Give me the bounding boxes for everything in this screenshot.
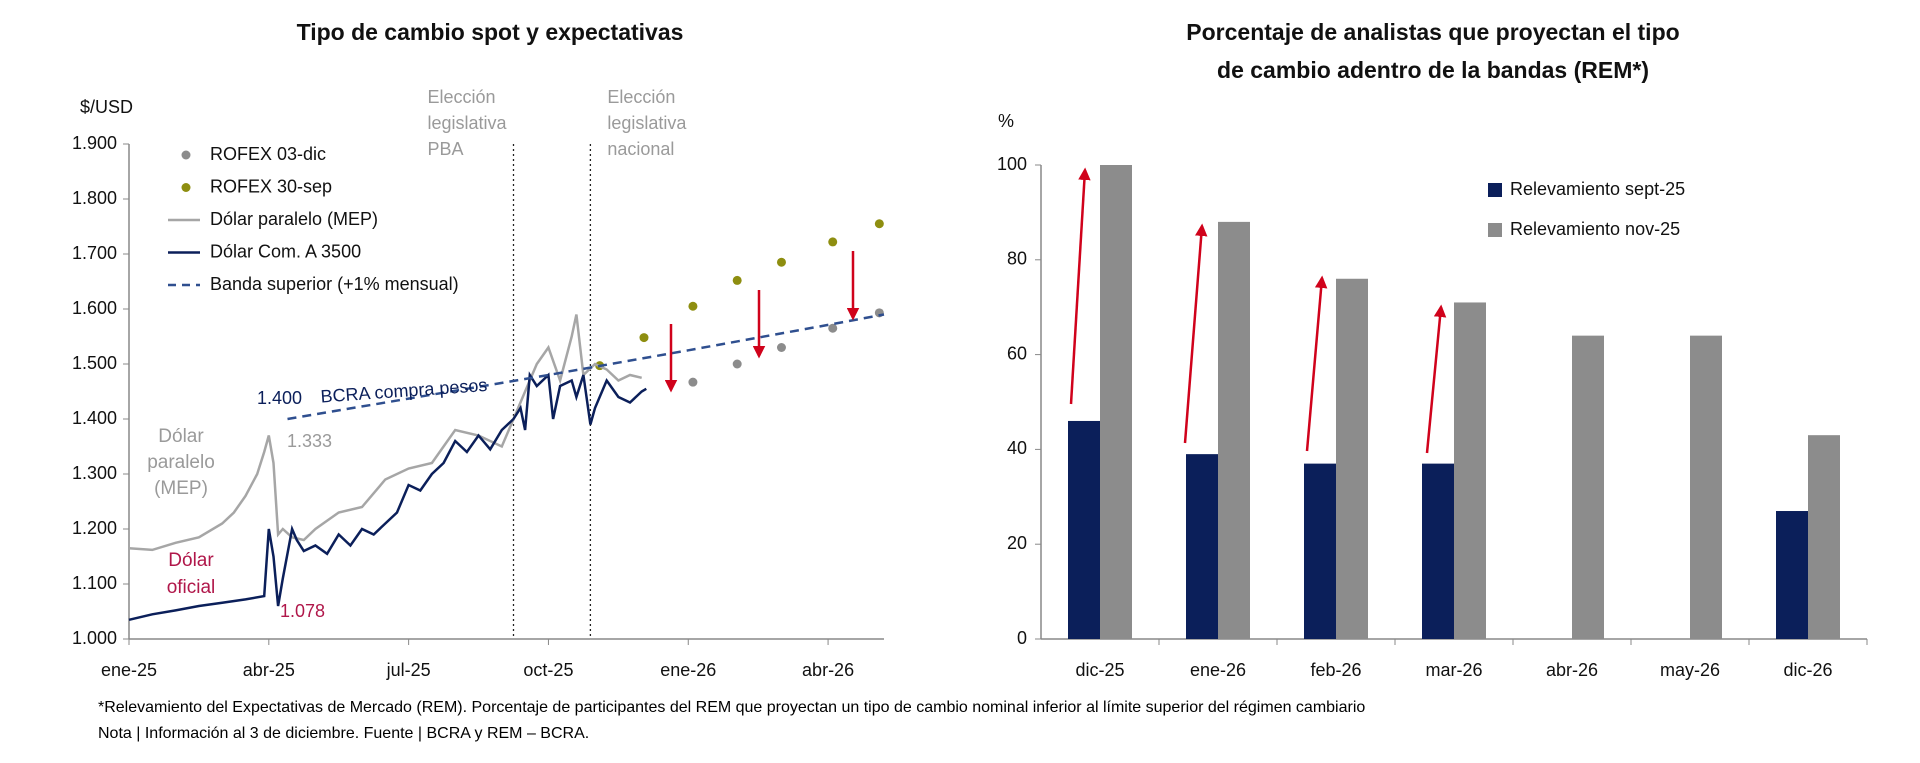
y-tick-label: 1.900 (72, 133, 117, 153)
bar (1422, 463, 1454, 639)
bar (1776, 511, 1808, 639)
legend-label: Banda superior (+1% mensual) (210, 274, 459, 294)
event-label: legislativa (607, 113, 687, 133)
event-label: PBA (427, 139, 463, 159)
event-label: Elección (607, 87, 675, 107)
bar (1808, 435, 1840, 639)
x-tick-label: feb-26 (1310, 660, 1361, 680)
event-label: Elección (427, 87, 495, 107)
y-tick-label: 60 (1007, 343, 1027, 363)
y-tick-label: 40 (1007, 438, 1027, 458)
legend-label: Relevamiento sept-25 (1510, 179, 1685, 199)
y-tick-label: 1.800 (72, 188, 117, 208)
x-tick-label: abr-25 (243, 660, 295, 680)
event-label: nacional (607, 139, 674, 159)
legend-marker (1488, 183, 1502, 197)
annotation: 1.078 (280, 601, 325, 621)
bar (1572, 335, 1604, 639)
legend-marker (181, 150, 191, 160)
y-tick-label: 1.700 (72, 243, 117, 263)
bar (1100, 165, 1132, 639)
point (732, 359, 742, 369)
chart-title: Tipo de cambio spot y expectativas (297, 19, 684, 45)
legend-label: Dólar Com. A 3500 (210, 241, 361, 261)
y-tick-label: 1.600 (72, 298, 117, 318)
footnote: *Relevamiento del Expectativas de Mercad… (98, 699, 1365, 716)
legend-marker (181, 183, 191, 192)
bar (1454, 302, 1486, 639)
annotation: 1.400 (257, 388, 302, 408)
point (732, 275, 742, 285)
bar (1186, 454, 1218, 639)
bar (1690, 335, 1722, 639)
legend-label: Relevamiento nov-25 (1510, 219, 1680, 239)
point (639, 333, 649, 343)
bar (1336, 278, 1368, 639)
y-tick-label: 80 (1007, 249, 1027, 269)
point (828, 323, 838, 333)
point (828, 237, 838, 247)
chart-title: Porcentaje de analistas que proyectan el… (1186, 19, 1679, 45)
y-tick-label: 1.000 (72, 628, 117, 648)
annotation: BCRA compra pesos (320, 375, 488, 407)
y-label: % (998, 111, 1014, 131)
y-tick-label: 1.500 (72, 353, 117, 373)
legend-label: Dólar paralelo (MEP) (210, 209, 378, 229)
x-tick-label: abr-26 (1546, 660, 1598, 680)
footnote: Nota | Información al 3 de diciembre. Fu… (98, 725, 589, 742)
annotation: oficial (167, 577, 216, 598)
y-label: $/USD (80, 97, 133, 117)
y-tick-label: 20 (1007, 533, 1027, 553)
annotation: Dólar (168, 550, 214, 571)
series-line (128, 371, 647, 622)
chart-title: de cambio adentro de la bandas (REM*) (1217, 57, 1649, 83)
annotation: paralelo (147, 452, 215, 473)
x-tick-label: mar-26 (1425, 660, 1482, 680)
y-tick-label: 1.400 (72, 408, 117, 428)
point (776, 257, 786, 267)
bar (1304, 463, 1336, 639)
point (874, 219, 884, 229)
x-tick-label: dic-25 (1075, 660, 1124, 680)
y-tick-label: 1.200 (72, 518, 117, 538)
annotation: (MEP) (154, 478, 208, 499)
legend-marker (1488, 223, 1502, 237)
x-tick-label: jul-25 (386, 660, 431, 680)
y-tick-label: 1.300 (72, 463, 117, 483)
x-tick-label: may-26 (1660, 660, 1720, 680)
point (688, 377, 698, 387)
x-tick-label: abr-26 (802, 660, 854, 680)
arrows (664, 167, 1447, 454)
x-tick-label: oct-25 (523, 660, 573, 680)
point (688, 301, 698, 311)
x-tick-label: ene-25 (101, 660, 157, 680)
bar (1068, 420, 1100, 639)
legend-label: ROFEX 03-dic (210, 144, 326, 164)
annotation: 1.333 (287, 431, 332, 451)
annotation: Dólar (158, 426, 204, 447)
point (776, 343, 786, 352)
bar (1218, 221, 1250, 639)
event-label: legislativa (427, 113, 507, 133)
y-tick-label: 100 (997, 154, 1027, 174)
legend-label: ROFEX 30-sep (210, 176, 332, 196)
y-tick-label: 0 (1017, 628, 1027, 648)
x-tick-label: ene-26 (660, 660, 716, 680)
series-line (287, 313, 885, 421)
x-tick-label: dic-26 (1783, 660, 1832, 680)
y-tick-label: 1.100 (72, 573, 117, 593)
x-tick-label: ene-26 (1190, 660, 1246, 680)
series-line (128, 314, 642, 552)
